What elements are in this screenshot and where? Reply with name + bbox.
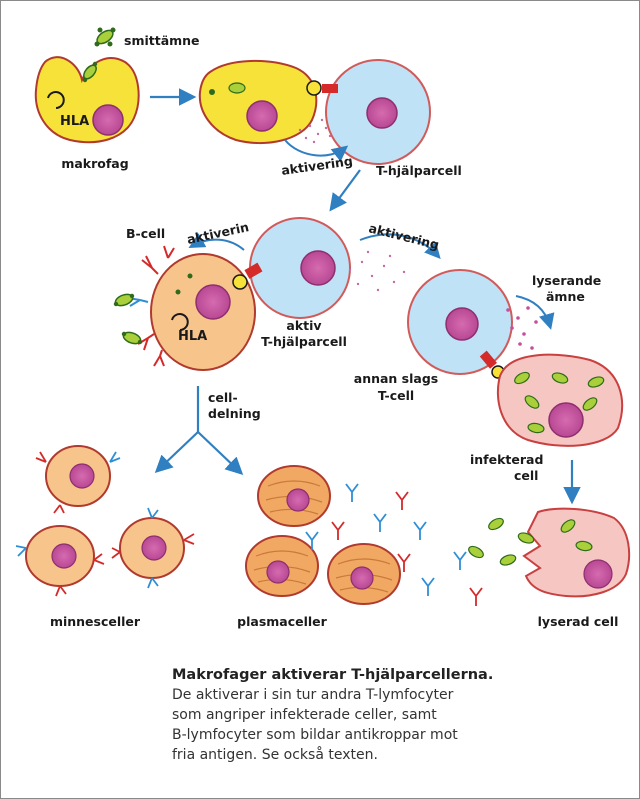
cytotoxic-t-cell [407, 269, 513, 375]
lytic-particles [506, 306, 538, 350]
arrow [197, 431, 244, 476]
label-t-cell: T-cell [378, 388, 414, 403]
label-t-hjalparcell: T-hjälparcell [376, 163, 462, 178]
plasma-cell [257, 465, 331, 527]
caption-line: B-lymfocyter som bildar antikroppar mot [172, 727, 458, 743]
label-cell-delning-2: delning [208, 406, 261, 421]
activation-particles [298, 118, 332, 144]
antigen-icon [82, 61, 98, 83]
label-annan-slags: annan slags [354, 371, 438, 386]
free-antibodies [305, 483, 483, 606]
infected-cell [496, 353, 624, 447]
label-infekterad: infekterad [470, 452, 543, 467]
label-b-cell: B-cell [126, 226, 165, 241]
released-virus-particles [468, 517, 593, 566]
receptor [322, 84, 338, 93]
label-hla: HLA [60, 114, 89, 129]
label-smittamne: smittämne [124, 33, 200, 48]
hla-complex [306, 80, 322, 96]
memory-cell [119, 517, 185, 579]
arrow [359, 233, 441, 259]
label-aktiv: aktiv [286, 318, 321, 333]
label-aktiverin: aktiverin [186, 219, 251, 247]
label-makrofag: makrofag [61, 156, 128, 171]
memory-cell [25, 525, 95, 587]
label-lyserande: lyserande [532, 273, 601, 288]
activated-macrophage [198, 60, 318, 144]
virus-particles [514, 371, 605, 434]
label-aktivering: aktivering [280, 153, 353, 178]
antigen-icon [121, 331, 143, 345]
immune-response-diagram: smittämne HLA makrofag aktivering T-hjäl… [15, 27, 631, 629]
arrow [329, 169, 361, 212]
memory-cell [45, 445, 111, 507]
caption-line: som angriper infekterade celler, samt [172, 707, 437, 723]
label-t-hjalparcell-aktiv: T-hjälparcell [261, 334, 347, 349]
label-cell-delning-1: cell- [208, 390, 238, 405]
activation-particles [348, 250, 406, 292]
caption-title: Makrofager aktiverar T-hjälparcellerna. [172, 667, 494, 683]
b-cell [150, 253, 256, 371]
macrophage-cell [34, 56, 140, 144]
figure-caption: Makrofager aktiverar T-hjälparcellerna. … [172, 667, 612, 765]
antigen-icon [94, 27, 116, 47]
arrow [515, 295, 555, 330]
caption-line: De aktiverar i sin tur andra T-lymfocyte… [172, 687, 454, 703]
label-aktivering-mid: aktivering [367, 220, 440, 252]
active-t-helper-cell [249, 217, 351, 319]
receptor [244, 262, 263, 279]
caption-line: fria antigen. Se också texten. [172, 747, 378, 763]
receptor [479, 350, 497, 369]
plasma-cell [327, 543, 401, 605]
memory-cell-receptors [15, 451, 195, 597]
t-helper-cell [325, 59, 431, 165]
caption-body: De aktiverar i sin tur andra T-lymfocyte… [172, 685, 612, 765]
label-amne: ämne [546, 289, 585, 304]
plasma-cell [245, 535, 319, 597]
antigen-icon [113, 293, 135, 307]
label-hla: HLA [178, 329, 207, 344]
label-plasmaceller: plasmaceller [237, 614, 328, 629]
label-lyserad-cell: lyserad cell [538, 614, 619, 629]
lysed-cell [522, 507, 631, 598]
label-minnesceller: minnesceller [50, 614, 141, 629]
arrow [154, 431, 199, 474]
arrow [188, 233, 245, 251]
label-cell: cell [514, 468, 538, 483]
hla-complex [232, 274, 248, 290]
arrow [284, 139, 349, 162]
